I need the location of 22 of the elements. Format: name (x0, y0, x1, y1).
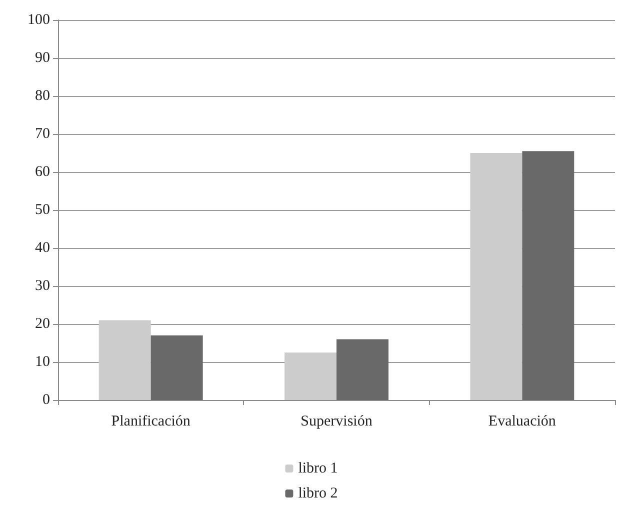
y-tick-label: 20 (35, 316, 50, 332)
y-tick-label: 100 (28, 12, 50, 28)
y-tick-label: 10 (35, 354, 50, 370)
y-tick-label: 0 (42, 392, 50, 408)
bar (470, 153, 522, 400)
x-tick-label: Planificación (111, 414, 191, 430)
legend-label: libro 2 (298, 486, 338, 502)
y-tick-label: 80 (35, 88, 50, 104)
legend-label: libro 1 (298, 460, 338, 476)
y-tick-label: 40 (35, 240, 50, 256)
y-tick-label: 50 (35, 202, 50, 218)
bar (336, 339, 388, 400)
x-tick-label: Evaluación (488, 414, 556, 430)
bar (522, 151, 574, 400)
bar (150, 335, 203, 400)
y-tick-label: 60 (35, 164, 50, 180)
bar (284, 352, 336, 400)
x-tick-label: Supervisión (300, 414, 373, 430)
y-tick-label: 30 (35, 278, 50, 294)
bar (98, 320, 151, 400)
y-tick-label: 70 (35, 126, 50, 142)
y-tick-label: 90 (35, 50, 50, 66)
